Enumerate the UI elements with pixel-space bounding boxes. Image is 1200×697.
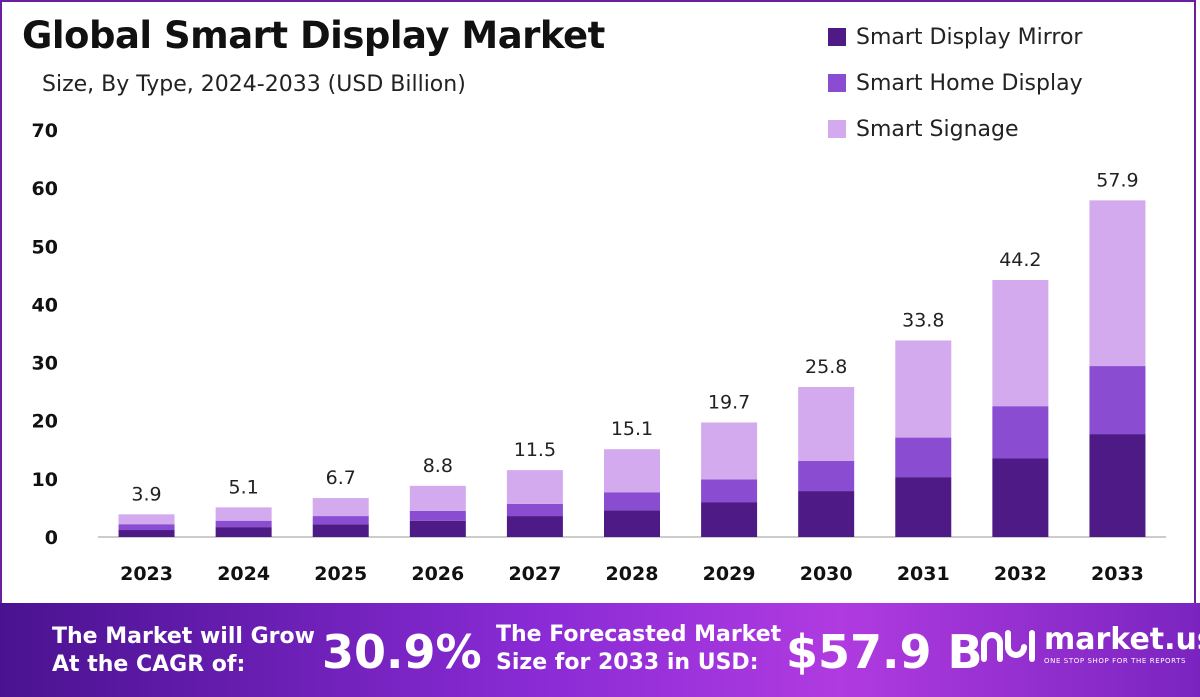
bar-segment-mirror: [895, 477, 952, 537]
bar-segment-mirror: [312, 524, 369, 537]
bar-segment-home: [992, 406, 1049, 459]
legend-swatch-mirror: [828, 28, 846, 46]
y-tick-label: 60: [32, 178, 58, 200]
bar-segment-mirror: [409, 520, 466, 537]
bar-segment-home: [409, 510, 466, 521]
bar-segment-home: [798, 460, 855, 492]
cagr-value: 30.9%: [322, 625, 482, 679]
x-tick-label: 2027: [508, 563, 561, 585]
x-tick-label: 2032: [994, 563, 1047, 585]
bar-segment-signage: [312, 498, 369, 517]
forecast-label-line2: Size for 2033 in USD:: [496, 650, 759, 675]
cagr-label-line2: At the CAGR of:: [52, 652, 246, 677]
chart-subtitle: Size, By Type, 2024-2033 (USD Billion): [42, 72, 466, 97]
x-tick-label: 2023: [120, 563, 173, 585]
bar-total-label: 44.2: [999, 249, 1041, 271]
bar-total-label: 19.7: [708, 391, 750, 413]
bar-segment-mirror: [215, 527, 272, 537]
forecast-label-line1: The Forecasted Market: [496, 622, 782, 647]
bar-segment-home: [701, 479, 758, 503]
x-tick-label: 2025: [314, 563, 367, 585]
bar-segment-home: [118, 524, 175, 531]
bar-segment-mirror: [701, 502, 758, 537]
forecast-value: $57.9 B: [786, 625, 983, 679]
bar-segment-signage: [506, 470, 563, 504]
bar-segment-signage: [215, 507, 272, 521]
bar-total-label: 57.9: [1096, 169, 1138, 191]
y-tick-label: 40: [32, 294, 58, 316]
bar-segment-signage: [118, 514, 175, 525]
bar-segment-signage: [895, 340, 952, 438]
cagr-label-line1: The Market will Grow: [52, 624, 315, 649]
brand-name: market.us: [1044, 622, 1200, 657]
footer-banner: The Market will Grow At the CAGR of: 30.…: [0, 603, 1200, 697]
legend-label-home: Smart Home Display: [856, 70, 1083, 96]
bar-total-label: 6.7: [326, 467, 356, 489]
legend-item-signage: Smart Signage: [828, 106, 1083, 152]
bar-segment-home: [604, 492, 660, 511]
x-tick-label: 2030: [800, 563, 853, 585]
x-tick-label: 2024: [217, 563, 270, 585]
brand-tagline: ONE STOP SHOP FOR THE REPORTS: [1044, 657, 1187, 665]
y-tick-label: 0: [45, 527, 58, 549]
bar-segment-mirror: [604, 510, 660, 537]
legend-label-signage: Smart Signage: [856, 116, 1019, 142]
y-tick-label: 70: [32, 120, 58, 142]
y-tick-label: 50: [32, 236, 58, 258]
bar-segment-home: [895, 437, 952, 478]
bar-segment-home: [506, 503, 563, 517]
x-tick-label: 2031: [897, 563, 950, 585]
x-tick-label: 2026: [411, 563, 464, 585]
bar-total-label: 33.8: [902, 309, 944, 331]
bar-segment-home: [312, 516, 369, 525]
bar-chart: 0102030405060703.920235.120246.720258.82…: [32, 120, 1166, 585]
bar-segment-signage: [701, 422, 758, 480]
bar-segment-signage: [604, 449, 660, 493]
market-us-logo-icon: [981, 630, 1035, 662]
bar-total-label: 11.5: [514, 439, 556, 461]
bar-segment-signage: [1089, 200, 1146, 367]
legend-item-mirror: Smart Display Mirror: [828, 14, 1083, 60]
bar-total-label: 3.9: [131, 483, 161, 505]
bar-segment-mirror: [798, 491, 855, 537]
bar-segment-signage: [798, 386, 855, 461]
legend-label-mirror: Smart Display Mirror: [856, 24, 1083, 50]
y-tick-label: 20: [32, 411, 58, 433]
bar-segment-signage: [992, 280, 1049, 407]
bar-segment-mirror: [1089, 434, 1146, 537]
bar-total-label: 8.8: [423, 455, 453, 477]
legend-item-home: Smart Home Display: [828, 60, 1083, 106]
bar-total-label: 15.1: [611, 418, 653, 440]
y-tick-label: 30: [32, 353, 58, 375]
bar-segment-mirror: [992, 458, 1049, 537]
brand-logo: market.us ONE STOP SHOP FOR THE REPORTS: [980, 625, 1200, 665]
bar-segment-signage: [409, 485, 466, 511]
x-tick-label: 2029: [703, 563, 756, 585]
legend: Smart Display Mirror Smart Home Display …: [828, 14, 1083, 152]
bar-total-label: 25.8: [805, 356, 847, 378]
bar-segment-mirror: [506, 516, 563, 537]
legend-swatch-signage: [828, 120, 846, 138]
bar-segment-mirror: [118, 530, 175, 537]
x-tick-label: 2033: [1091, 563, 1144, 585]
bar-segment-home: [215, 520, 272, 528]
chart-title: Global Smart Display Market: [22, 14, 605, 57]
y-tick-label: 10: [32, 469, 58, 491]
legend-swatch-home: [828, 74, 846, 92]
bar-segment-home: [1089, 366, 1146, 435]
x-tick-label: 2028: [606, 563, 659, 585]
bar-total-label: 5.1: [229, 476, 259, 498]
